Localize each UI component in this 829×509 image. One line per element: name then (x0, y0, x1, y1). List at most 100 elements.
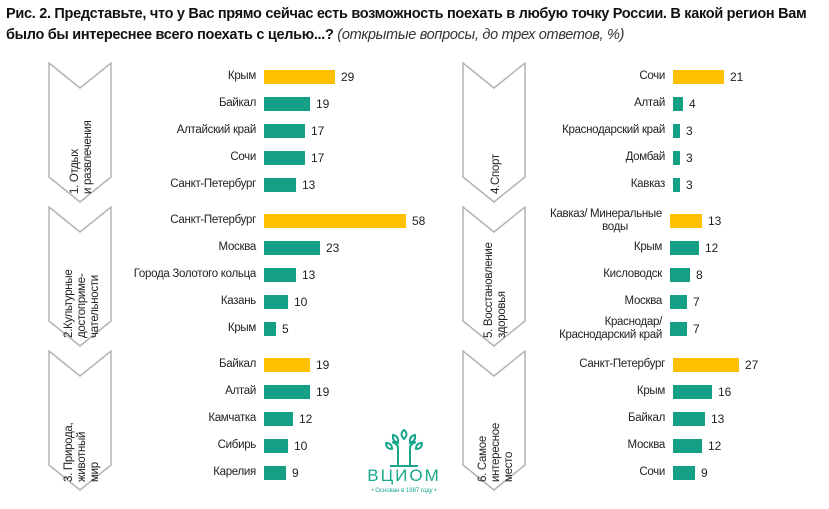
bar-highlight (673, 70, 724, 84)
bar (264, 268, 296, 282)
category-title-line: животный (75, 431, 88, 482)
category-title: 6. Самое интересное место (464, 372, 528, 486)
figure-subtitle: (открытые вопросы, до трех ответов, %) (337, 27, 625, 43)
bar-label-line: Краснодар/ (604, 316, 663, 328)
bar-value: 7 (693, 295, 700, 309)
bar-value: 13 (302, 178, 316, 192)
bar-value: 10 (294, 439, 308, 453)
category-chevron: 6. Самое интересное место (462, 350, 528, 491)
chevron-shape-icon (462, 206, 526, 347)
bar-label: Санкт-Петербург (170, 214, 256, 226)
bar (264, 322, 276, 336)
bar (264, 178, 296, 192)
bar-value: 13 (302, 268, 316, 282)
bar-label: Санкт-Петербург (170, 178, 256, 190)
category-title-line: достоприме- (75, 273, 88, 338)
bar-value: 19 (316, 385, 330, 399)
bar (264, 97, 310, 111)
bar-value: 17 (311, 151, 325, 165)
bar (264, 466, 286, 480)
bar-value: 12 (705, 241, 719, 255)
category-title-line: и развлечения (82, 120, 94, 194)
chevron-shape-icon (48, 62, 112, 203)
category-title-line: 1. Отдых (69, 149, 81, 194)
bar (673, 439, 702, 453)
category-title: 3. Природа, животный мир (50, 372, 114, 486)
bar-highlight (264, 70, 335, 84)
bar-label: Москва (627, 439, 666, 451)
bar (264, 124, 305, 138)
category-title-line: здоровья (496, 291, 508, 338)
bar-label: Камчатка (208, 412, 256, 424)
category-title-line: место (502, 451, 515, 482)
bar-value: 4 (689, 97, 696, 111)
bar-label: Кисловодск (603, 268, 662, 280)
bar-label: Санкт-Петербург (579, 358, 665, 370)
bar-label: Сибирь (217, 439, 257, 451)
category-title-line: чательности (88, 275, 101, 338)
bar (670, 241, 699, 255)
category-title: 4.Спорт (464, 84, 528, 198)
bar-label: Кавказ (630, 178, 666, 190)
bar-value: 27 (745, 358, 759, 372)
bar-highlight (673, 358, 739, 372)
bar-label: Москва (624, 295, 663, 307)
bar-label: Сочи (230, 151, 256, 163)
bar (264, 151, 305, 165)
category-title: 2.Культурные достоприме-чательности (50, 228, 114, 342)
bar-value: 23 (326, 241, 340, 255)
bar-label: Сочи (639, 466, 665, 478)
bar-value: 10 (294, 295, 308, 309)
bar-value: 9 (292, 466, 299, 480)
bar-value: 29 (341, 70, 355, 84)
bar-label-line: Кавказ/ Минеральные (550, 208, 662, 220)
chevron-shape-icon (48, 206, 112, 347)
bar-value: 7 (693, 322, 700, 336)
bar-label: Крым (636, 385, 665, 397)
bar-value: 19 (316, 358, 330, 372)
figure-title: Рис. 2. Представьте, что у Вас прямо сей… (6, 4, 826, 46)
category-title-line: 2.Культурные (62, 269, 75, 338)
bar-label-line: воды (602, 221, 628, 233)
bar (673, 412, 705, 426)
category-chevron: 3. Природа, животный мир (48, 350, 114, 491)
bar-label: Краснодар/Краснодарский край (559, 316, 662, 342)
bar-highlight (264, 358, 310, 372)
category-title: 1. Отдых и развлечения (50, 84, 114, 198)
bar-label: Москва (218, 241, 257, 253)
category-title-line: 4.Спорт (489, 154, 502, 194)
bar (670, 295, 687, 309)
chevron-shape-icon (462, 62, 526, 203)
bar-value: 9 (701, 466, 708, 480)
category-chevron: 2.Культурные достоприме-чательности (48, 206, 114, 347)
category-chevron: 4.Спорт (462, 62, 528, 203)
bar (673, 385, 712, 399)
bar (670, 268, 690, 282)
category-title: 5. Восстановление здоровья (464, 228, 528, 342)
bar (673, 178, 680, 192)
bar-label: Байкал (628, 412, 665, 424)
bar-value: 19 (316, 97, 330, 111)
bar-value: 17 (311, 124, 325, 138)
bar-label: Города Золотого кольца (133, 268, 257, 280)
tree-icon (384, 428, 424, 467)
category-chevron: 5. Восстановление здоровья (462, 206, 528, 347)
bar (264, 241, 320, 255)
bar-label: Крым (227, 322, 256, 334)
figure-title-main: Рис. 2. Представьте, что у Вас прямо сей… (6, 6, 807, 43)
bar-label: Алтай (225, 385, 256, 397)
bar-value: 8 (696, 268, 703, 282)
bar-value: 21 (730, 70, 744, 84)
category-title-line: 3. Природа, (62, 422, 75, 482)
bar-label: Краснодарский край (562, 124, 665, 136)
bar-label: Алтай (634, 97, 665, 109)
bar (264, 385, 310, 399)
bar-label: Кавказ/ Минеральные воды (550, 208, 662, 234)
bar-value: 3 (686, 151, 693, 165)
category-title-line: интересное (489, 423, 502, 482)
chevron-shape-icon (462, 350, 526, 491)
bar (264, 412, 293, 426)
bar-label: Алтайский край (176, 124, 257, 136)
category-chevron: 1. Отдых и развлечения (48, 62, 114, 203)
category-title-line: 6. Самое (476, 436, 489, 482)
